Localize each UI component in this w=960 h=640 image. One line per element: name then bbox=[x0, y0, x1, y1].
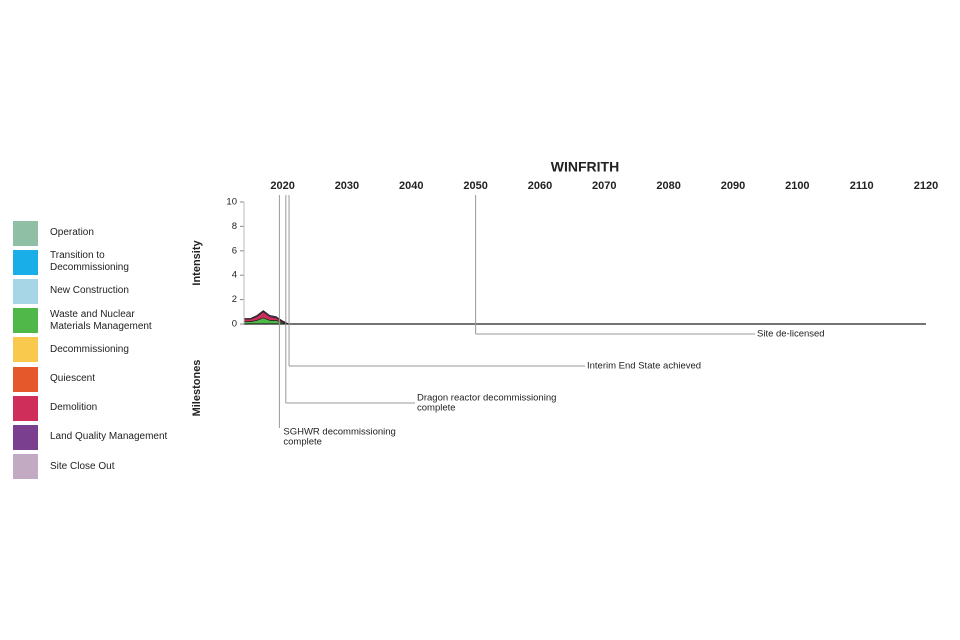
legend-item: Demolition bbox=[13, 395, 175, 421]
milestone-label: Interim End State achieved bbox=[587, 361, 701, 372]
x-tick-label: 2060 bbox=[528, 180, 552, 192]
x-tick-label: 2020 bbox=[270, 180, 294, 192]
legend-item: Waste and Nuclear Materials Management bbox=[13, 308, 175, 334]
legend-item: Site Close Out bbox=[13, 454, 175, 480]
y-tick-label: 6 bbox=[232, 245, 237, 256]
x-tick-label: 2120 bbox=[914, 180, 938, 192]
legend-label: Operation bbox=[50, 227, 94, 238]
legend-item: Operation bbox=[13, 220, 175, 246]
legend-label: Site Close Out bbox=[50, 460, 115, 472]
legend-item: Transition to Decommissioning bbox=[13, 249, 175, 275]
milestone-label: Dragon reactor decommissioning bbox=[417, 393, 556, 404]
y-axis-label: Intensity bbox=[191, 240, 203, 286]
legend-item: Land Quality Management bbox=[13, 424, 175, 450]
legend-swatch bbox=[13, 337, 38, 363]
x-tick-label: 2050 bbox=[463, 180, 487, 192]
y-tick-label: 4 bbox=[232, 270, 237, 281]
legend-label: New Construction bbox=[50, 285, 129, 297]
legend-label: Transition to Decommissioning bbox=[50, 250, 129, 274]
legend-swatch bbox=[13, 424, 38, 450]
milestone-label: complete bbox=[417, 403, 456, 414]
legend-label: Land Quality Management bbox=[50, 431, 168, 443]
x-tick-label: 2090 bbox=[721, 180, 745, 192]
legend-swatch bbox=[13, 278, 38, 304]
legend-label: Waste and Nuclear Materials Management bbox=[50, 308, 152, 332]
x-tick-label: 2110 bbox=[850, 180, 874, 192]
legend-swatch bbox=[13, 366, 38, 392]
legend-item: Decommissioning bbox=[13, 337, 175, 363]
milestone-label: complete bbox=[283, 437, 322, 448]
y-tick-label: 8 bbox=[232, 221, 237, 232]
legend-label: Quiescent bbox=[50, 373, 96, 384]
legend-label: Decommissioning bbox=[50, 343, 129, 355]
milestone-label: SGHWR decommissioning bbox=[283, 427, 395, 438]
legend-swatch bbox=[13, 395, 38, 421]
legend-swatch bbox=[13, 454, 38, 480]
legend-swatch bbox=[13, 308, 38, 334]
milestone-label: Site de-licensed bbox=[757, 329, 825, 340]
legend-swatch bbox=[13, 249, 38, 275]
y-tick-label: 2 bbox=[232, 294, 237, 305]
legend-item: New Construction bbox=[13, 278, 175, 304]
legend-swatch bbox=[13, 220, 38, 246]
milestones-label: Milestones bbox=[191, 360, 203, 417]
x-tick-label: 2070 bbox=[592, 180, 616, 192]
x-tick-label: 2040 bbox=[399, 180, 423, 192]
chart-title: WINFRITH bbox=[551, 159, 619, 175]
y-tick-label: 0 bbox=[232, 319, 237, 330]
legend-label: Demolition bbox=[50, 402, 98, 414]
y-tick-label: 10 bbox=[226, 197, 237, 208]
x-tick-label: 2080 bbox=[656, 180, 680, 192]
x-tick-label: 2030 bbox=[335, 180, 359, 192]
legend-item: Quiescent bbox=[13, 366, 175, 392]
x-tick-label: 2100 bbox=[785, 180, 809, 192]
